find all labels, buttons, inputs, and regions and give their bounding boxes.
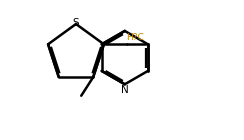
Text: N: N — [121, 85, 129, 95]
Text: H?C: H?C — [126, 33, 144, 42]
Text: S: S — [73, 18, 79, 28]
